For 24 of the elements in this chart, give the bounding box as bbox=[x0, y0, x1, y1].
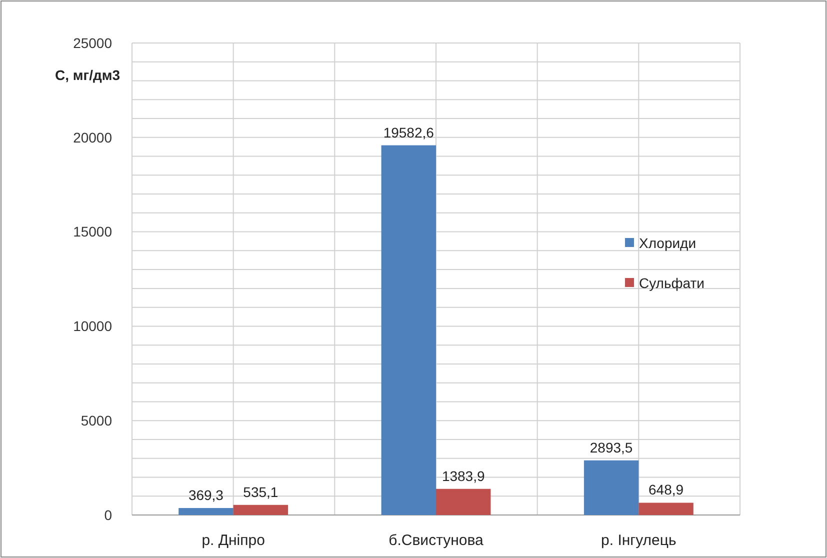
y-axis-title: C, мг/дм3 bbox=[55, 67, 120, 83]
bar bbox=[381, 145, 436, 515]
data-label: 535,1 bbox=[243, 484, 278, 500]
data-label: 1383,9 bbox=[442, 468, 485, 484]
bar bbox=[233, 504, 288, 515]
legend-label: Сульфати bbox=[639, 274, 704, 291]
y-tick-label: 0 bbox=[104, 506, 112, 523]
legend-label: Хлориди bbox=[639, 234, 696, 251]
y-tick-label: 15000 bbox=[73, 224, 112, 240]
data-label: 369,3 bbox=[188, 487, 224, 504]
y-tick-label: 10000 bbox=[73, 318, 112, 334]
data-label: 2893,5 bbox=[590, 439, 633, 456]
x-tick-label: р. Інгулець bbox=[601, 532, 676, 549]
bar bbox=[638, 502, 694, 515]
y-tick-label: 5000 bbox=[80, 412, 112, 428]
data-label: 648,9 bbox=[648, 482, 684, 498]
bar bbox=[584, 460, 639, 515]
y-tick-label: 20000 bbox=[73, 129, 112, 146]
x-tick-label: б.Свистунова bbox=[388, 532, 484, 549]
bar bbox=[178, 508, 234, 515]
x-tick-label: р. Дніпро bbox=[202, 532, 265, 549]
bar bbox=[436, 488, 491, 515]
y-tick-label: 25000 bbox=[73, 34, 112, 51]
data-label: 19582,6 bbox=[383, 124, 434, 140]
